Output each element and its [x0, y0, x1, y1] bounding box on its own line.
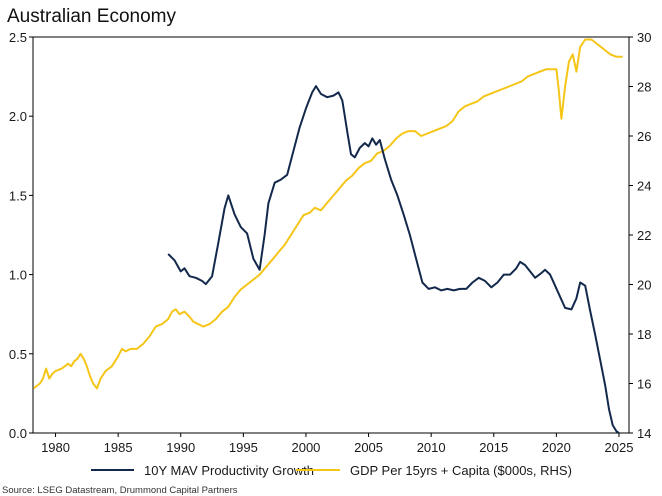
x-tick-label: 2005: [354, 440, 383, 455]
right-tick-label: 26: [637, 129, 651, 144]
legend-label-gdp: GDP Per 15yrs + Capita ($000s, RHS): [350, 463, 572, 478]
gdp-series-line: [32, 38, 623, 390]
right-tick-label: 18: [637, 327, 651, 342]
x-tick-label: 2020: [542, 440, 571, 455]
right-tick-label: 20: [637, 278, 651, 293]
left-tick-label: 0.0: [9, 426, 27, 441]
x-tick-label: 1980: [41, 440, 70, 455]
x-tick-label: 2010: [417, 440, 446, 455]
right-tick-label: 28: [637, 80, 651, 95]
chart-title: Australian Economy: [7, 6, 176, 27]
x-tick-label: 2015: [479, 440, 508, 455]
x-tick-label: 1990: [166, 440, 195, 455]
left-tick-label: 0.5: [9, 347, 27, 362]
x-tick-label: 1985: [104, 440, 133, 455]
x-axis: 1980 1985 1990 1995 2000 2005 2010 2015 2020 2025: [41, 433, 633, 455]
x-tick-label: 2025: [605, 440, 634, 455]
right-tick-label: 22: [637, 228, 651, 243]
right-tick-label: 14: [637, 426, 651, 441]
series-layer: [32, 38, 623, 434]
right-y-axis: 14 16 18 20 22 24 26 28 30: [629, 30, 651, 441]
productivity-series-line: [167, 85, 620, 434]
x-tick-label: 2000: [291, 440, 320, 455]
right-tick-label: 24: [637, 179, 651, 194]
right-tick-label: 16: [637, 377, 651, 392]
left-tick-label: 2.5: [9, 30, 27, 45]
legend-label-productivity: 10Y MAV Productivity Growth: [144, 463, 314, 478]
left-y-axis: 0.0 0.5 1.0 1.5 2.0 2.5: [9, 30, 33, 441]
x-tick-label: 1995: [229, 440, 258, 455]
left-tick-label: 1.0: [9, 268, 27, 283]
left-tick-label: 2.0: [9, 109, 27, 124]
left-tick-label: 1.5: [9, 188, 27, 203]
legend: 10Y MAV Productivity Growth GDP Per 15yr…: [91, 463, 572, 478]
source-note: Source: LSEG Datastream, Drummond Capita…: [2, 485, 238, 496]
right-tick-label: 30: [637, 30, 651, 45]
